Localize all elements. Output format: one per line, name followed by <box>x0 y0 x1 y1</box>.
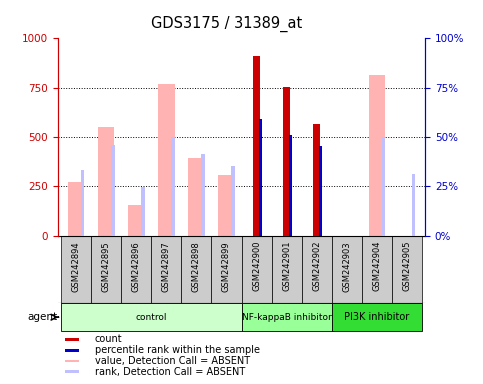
Bar <box>188 158 205 235</box>
Text: GDS3175 / 31389_at: GDS3175 / 31389_at <box>151 15 303 31</box>
Bar <box>271 235 302 303</box>
Bar <box>65 360 79 362</box>
Bar <box>158 84 174 235</box>
Text: GSM242894: GSM242894 <box>71 241 81 291</box>
Text: rank, Detection Call = ABSENT: rank, Detection Call = ABSENT <box>95 367 245 377</box>
Text: count: count <box>95 334 122 344</box>
Bar <box>313 124 321 235</box>
Bar <box>231 166 235 235</box>
Bar <box>65 349 79 351</box>
Bar <box>65 338 79 341</box>
Bar <box>91 235 121 303</box>
Bar <box>212 235 242 303</box>
Bar <box>283 87 290 235</box>
Text: value, Detection Call = ABSENT: value, Detection Call = ABSENT <box>95 356 250 366</box>
Text: GSM242903: GSM242903 <box>342 241 351 291</box>
Text: percentile rank within the sample: percentile rank within the sample <box>95 345 260 355</box>
Text: GSM242897: GSM242897 <box>162 241 171 292</box>
Bar <box>302 235 332 303</box>
Bar <box>382 137 385 235</box>
Bar <box>332 235 362 303</box>
Bar <box>218 175 235 235</box>
Bar <box>259 119 262 235</box>
Text: GSM242905: GSM242905 <box>402 241 412 291</box>
Text: GSM242895: GSM242895 <box>101 241 111 291</box>
Bar <box>362 235 392 303</box>
Bar <box>128 205 144 235</box>
Bar <box>121 235 151 303</box>
Text: NF-kappaB inhibitor: NF-kappaB inhibitor <box>242 313 331 322</box>
Bar <box>61 235 91 303</box>
Bar <box>412 174 415 235</box>
Text: agent: agent <box>27 312 57 322</box>
Bar <box>65 371 79 373</box>
Bar <box>242 235 271 303</box>
Bar <box>289 135 292 235</box>
Bar <box>181 235 212 303</box>
Bar <box>141 187 144 235</box>
Bar <box>369 75 385 235</box>
Text: GSM242899: GSM242899 <box>222 241 231 291</box>
Bar <box>201 154 205 235</box>
Bar <box>242 303 332 331</box>
Text: GSM242904: GSM242904 <box>372 241 382 291</box>
Text: GSM242901: GSM242901 <box>282 241 291 291</box>
Text: GSM242900: GSM242900 <box>252 241 261 291</box>
Bar <box>81 170 85 235</box>
Bar <box>111 145 114 235</box>
Text: GSM242898: GSM242898 <box>192 241 201 292</box>
Bar <box>61 303 242 331</box>
Bar <box>392 235 422 303</box>
Bar <box>68 182 85 235</box>
Text: control: control <box>136 313 167 322</box>
Bar <box>253 56 260 235</box>
Bar <box>319 146 322 235</box>
Text: GSM242902: GSM242902 <box>312 241 321 291</box>
Bar <box>151 235 181 303</box>
Bar <box>98 127 114 235</box>
Text: PI3K inhibitor: PI3K inhibitor <box>344 312 410 322</box>
Bar <box>171 137 175 235</box>
Text: GSM242896: GSM242896 <box>132 241 141 292</box>
Bar <box>332 303 422 331</box>
